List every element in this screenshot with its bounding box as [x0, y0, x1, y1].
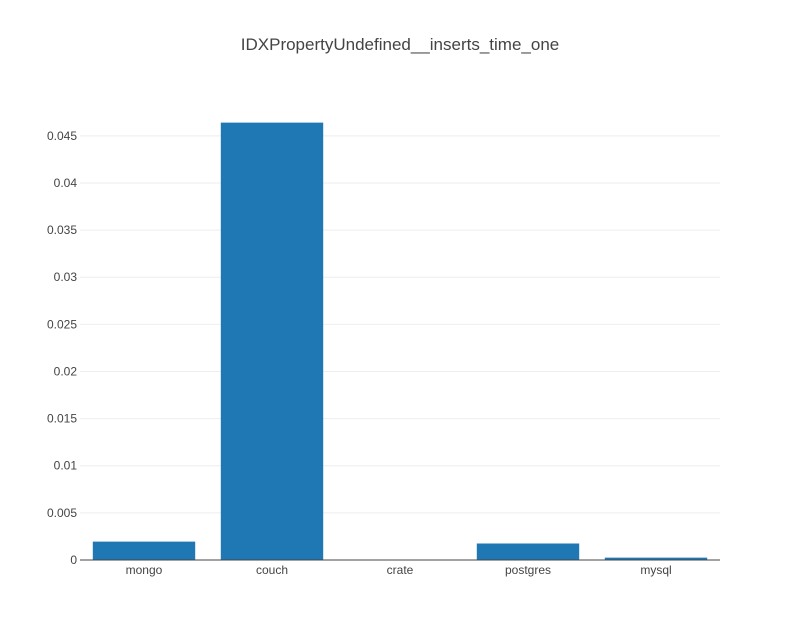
chart-title: IDXPropertyUndefined__inserts_time_one: [241, 35, 559, 54]
y-tick-label: 0: [70, 553, 77, 567]
y-tick-label: 0.03: [54, 270, 78, 284]
y-tick-label: 0.04: [54, 176, 78, 190]
y-tick-label: 0.045: [47, 129, 77, 143]
x-tick-label: couch: [256, 563, 288, 577]
x-tick-label: postgres: [505, 563, 551, 577]
y-tick-label: 0.025: [47, 317, 77, 331]
y-tick-label: 0.005: [47, 506, 77, 520]
y-axis-ticks: 0 0.005 0.01 0.015 0.02 0.025 0.03 0.035 0.04 0.0…: [47, 129, 77, 567]
x-tick-label: mongo: [126, 563, 163, 577]
bar-postgres[interactable]: [476, 543, 580, 560]
bar-mysql[interactable]: [604, 557, 708, 560]
x-tick-label: mysql: [640, 563, 671, 577]
y-tick-label: 0.01: [54, 459, 78, 473]
gridlines: [80, 135, 720, 514]
y-tick-label: 0.02: [54, 364, 78, 378]
bar-couch[interactable]: [220, 122, 324, 560]
x-axis-ticks: mongo couch crate postgres mysql: [126, 563, 672, 577]
bar-mongo[interactable]: [92, 541, 196, 560]
bars: [92, 122, 708, 560]
y-tick-label: 0.015: [47, 412, 77, 426]
x-tick-label: crate: [387, 563, 414, 577]
y-tick-label: 0.035: [47, 223, 77, 237]
